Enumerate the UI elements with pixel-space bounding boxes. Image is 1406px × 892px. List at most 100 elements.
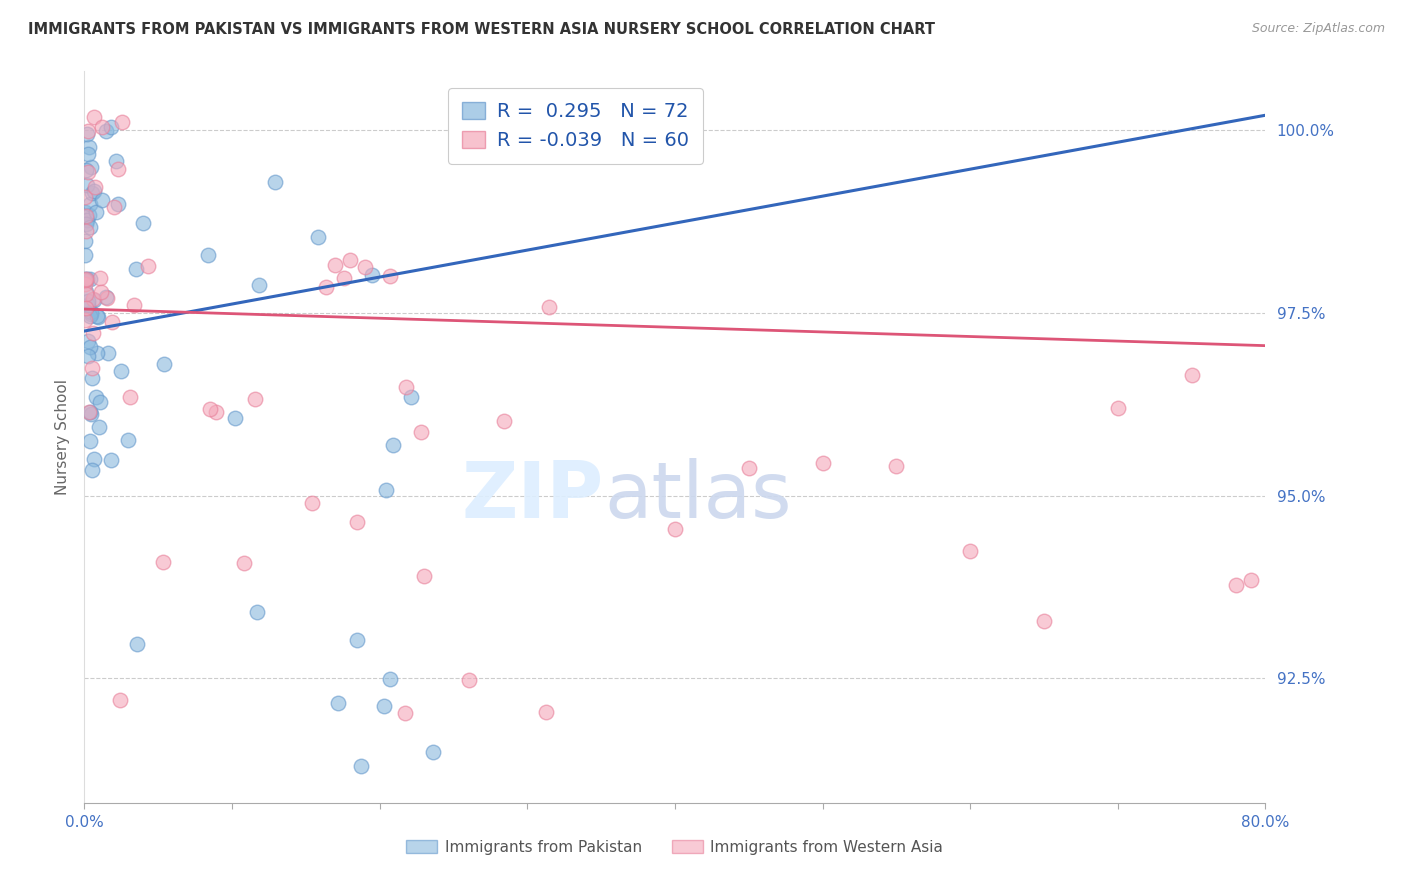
Point: [79, 305, 101, 319]
Point: [301, 496, 323, 510]
Point: [75, 272, 97, 286]
Point: [232, 556, 254, 570]
Point: [381, 438, 404, 452]
Point: [395, 380, 418, 394]
Point: [76, 217, 98, 231]
Point: [90, 285, 112, 300]
Point: [204, 405, 226, 419]
Point: [75, 301, 97, 315]
Point: [75, 190, 97, 204]
Point: [79, 272, 101, 286]
Point: [82, 371, 104, 385]
Point: [738, 460, 761, 475]
Point: [122, 298, 145, 312]
Point: [100, 315, 122, 329]
Point: [76, 127, 98, 141]
Point: [339, 252, 361, 267]
Point: [77, 208, 100, 222]
Point: [664, 522, 686, 536]
Point: [86, 310, 108, 324]
Point: [125, 262, 148, 277]
Point: [264, 175, 287, 189]
Point: [80, 186, 103, 200]
Point: [350, 759, 373, 773]
Point: [76, 298, 98, 312]
Point: [307, 229, 329, 244]
Point: [75, 312, 97, 326]
Point: [75, 273, 97, 287]
Point: [457, 673, 479, 687]
Point: [1181, 368, 1204, 383]
Point: [110, 364, 132, 378]
Point: [886, 459, 908, 474]
Point: [76, 272, 98, 286]
Point: [80, 407, 103, 421]
Point: [79, 341, 101, 355]
Point: [77, 293, 100, 308]
Point: [86, 346, 108, 360]
Point: [120, 390, 142, 404]
Point: [1225, 578, 1247, 592]
Point: [79, 197, 101, 211]
Point: [346, 632, 368, 647]
Point: [361, 268, 384, 283]
Point: [534, 705, 557, 719]
Point: [76, 212, 98, 227]
Text: atlas: atlas: [605, 458, 792, 533]
Point: [84, 390, 107, 404]
Point: [84, 179, 107, 194]
Point: [326, 696, 349, 710]
Point: [77, 349, 100, 363]
Point: [333, 270, 356, 285]
Point: [91, 193, 114, 207]
Point: [77, 147, 100, 161]
Y-axis label: Nursery School: Nursery School: [55, 379, 70, 495]
Point: [87, 420, 110, 434]
Point: [79, 219, 101, 234]
Point: [79, 310, 101, 324]
Point: [75, 204, 97, 219]
Point: [75, 248, 97, 262]
Point: [75, 277, 97, 291]
Point: [492, 413, 515, 427]
Point: [87, 310, 110, 324]
Point: [83, 451, 105, 466]
Point: [245, 605, 267, 619]
Point: [103, 200, 125, 214]
Point: [378, 672, 401, 686]
Point: [197, 248, 219, 262]
Point: [97, 346, 120, 360]
Point: [373, 698, 395, 713]
Point: [77, 404, 100, 418]
Point: [315, 280, 337, 294]
Point: [152, 555, 174, 569]
Point: [76, 178, 98, 193]
Point: [80, 463, 103, 477]
Point: [79, 434, 101, 448]
Point: [82, 360, 104, 375]
Point: [84, 204, 107, 219]
Point: [811, 456, 834, 470]
Point: [83, 293, 105, 307]
Point: [100, 453, 122, 467]
Point: [243, 392, 266, 406]
Point: [412, 569, 434, 583]
Point: [346, 515, 368, 529]
Point: [136, 259, 159, 273]
Point: [1107, 401, 1129, 415]
Point: [77, 123, 100, 137]
Point: [83, 185, 105, 199]
Point: [107, 197, 129, 211]
Point: [117, 433, 139, 447]
Point: [75, 209, 97, 223]
Point: [80, 161, 103, 175]
Point: [110, 693, 132, 707]
Point: [411, 425, 433, 439]
Point: [100, 120, 122, 135]
Point: [107, 161, 129, 176]
Point: [394, 706, 416, 721]
Point: [399, 390, 422, 404]
Point: [77, 334, 100, 348]
Point: [90, 120, 112, 134]
Point: [127, 637, 149, 651]
